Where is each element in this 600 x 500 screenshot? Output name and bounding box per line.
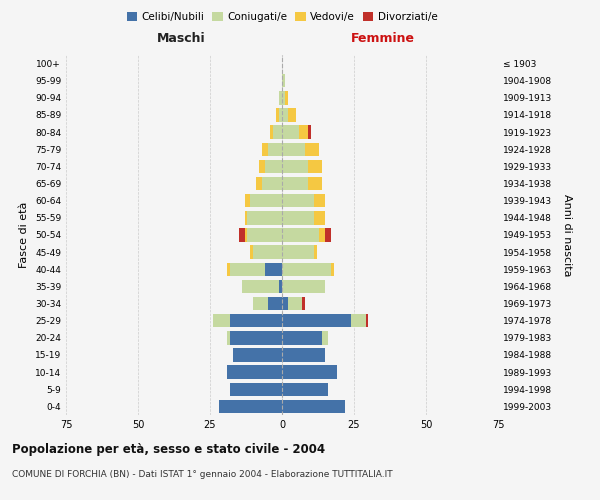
Bar <box>227 331 230 344</box>
Bar <box>282 194 314 207</box>
Text: Femmine: Femmine <box>351 32 415 44</box>
Bar <box>265 160 282 173</box>
Y-axis label: Anni di nascita: Anni di nascita <box>562 194 572 276</box>
Bar <box>331 262 334 276</box>
Bar <box>227 262 230 276</box>
Bar <box>288 108 296 122</box>
Bar <box>282 382 328 396</box>
Bar <box>319 228 325 241</box>
Bar <box>276 108 279 122</box>
Bar <box>314 211 325 224</box>
Bar <box>282 177 308 190</box>
Bar <box>230 314 282 328</box>
Bar <box>262 142 268 156</box>
Bar <box>279 280 282 293</box>
Bar <box>282 280 325 293</box>
Bar <box>308 177 322 190</box>
Bar <box>305 142 319 156</box>
Bar <box>230 382 282 396</box>
Bar <box>230 262 265 276</box>
Bar <box>256 177 262 190</box>
Bar <box>245 228 247 241</box>
Bar <box>218 400 282 413</box>
Bar <box>233 348 282 362</box>
Bar <box>282 160 308 173</box>
Bar <box>314 194 325 207</box>
Bar <box>282 211 314 224</box>
Bar <box>282 297 288 310</box>
Bar <box>279 91 282 104</box>
Bar <box>253 246 282 259</box>
Bar <box>282 108 288 122</box>
Bar <box>250 246 253 259</box>
Bar <box>268 297 282 310</box>
Bar <box>250 194 282 207</box>
Bar <box>265 262 282 276</box>
Bar <box>253 297 268 310</box>
Bar <box>325 228 331 241</box>
Bar <box>302 297 305 310</box>
Bar <box>308 126 311 139</box>
Bar <box>227 366 282 379</box>
Y-axis label: Fasce di età: Fasce di età <box>19 202 29 268</box>
Bar <box>314 246 317 259</box>
Bar <box>282 228 319 241</box>
Bar <box>274 126 282 139</box>
Bar <box>282 400 346 413</box>
Bar <box>259 160 265 173</box>
Text: Maschi: Maschi <box>157 32 206 44</box>
Bar <box>268 142 282 156</box>
Bar <box>282 142 305 156</box>
Bar <box>282 91 285 104</box>
Bar <box>239 228 245 241</box>
Bar <box>322 331 328 344</box>
Bar <box>242 280 279 293</box>
Bar <box>247 211 282 224</box>
Bar <box>282 126 299 139</box>
Bar <box>351 314 365 328</box>
Bar <box>299 126 308 139</box>
Text: Popolazione per età, sesso e stato civile - 2004: Popolazione per età, sesso e stato civil… <box>12 442 325 456</box>
Bar <box>271 126 274 139</box>
Bar <box>247 228 282 241</box>
Bar <box>282 314 351 328</box>
Bar <box>213 314 230 328</box>
Legend: Celibi/Nubili, Coniugati/e, Vedovi/e, Divorziati/e: Celibi/Nubili, Coniugati/e, Vedovi/e, Di… <box>122 8 442 26</box>
Bar <box>282 74 285 88</box>
Bar <box>282 331 322 344</box>
Bar <box>365 314 368 328</box>
Bar <box>230 331 282 344</box>
Bar <box>285 91 288 104</box>
Bar <box>282 246 314 259</box>
Bar <box>282 348 325 362</box>
Bar <box>262 177 282 190</box>
Bar <box>245 194 250 207</box>
Bar <box>308 160 322 173</box>
Bar <box>282 262 331 276</box>
Bar <box>245 211 247 224</box>
Bar <box>279 108 282 122</box>
Bar <box>282 366 337 379</box>
Bar <box>288 297 302 310</box>
Text: COMUNE DI FORCHIA (BN) - Dati ISTAT 1° gennaio 2004 - Elaborazione TUTTITALIA.IT: COMUNE DI FORCHIA (BN) - Dati ISTAT 1° g… <box>12 470 392 479</box>
